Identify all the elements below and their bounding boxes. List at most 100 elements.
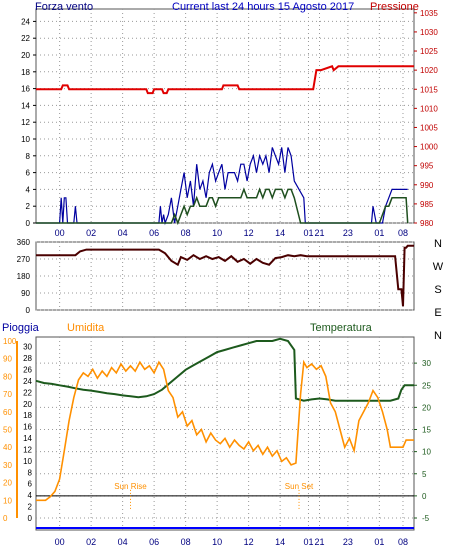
humidity-line <box>36 359 414 502</box>
temperature-label: Temperatura <box>310 322 373 334</box>
pressure-tick-label: 1025 <box>420 47 438 56</box>
humidity-tick-label: 30 <box>3 461 12 470</box>
temperature-tick-label: 15 <box>422 426 431 435</box>
humidity-tick-label: 90 <box>3 355 12 364</box>
time-tick-label: 06 <box>149 228 159 238</box>
time-tick-label: 08 <box>181 537 191 547</box>
pressure-tick-label: 985 <box>420 200 434 209</box>
temperature-tick-label: 0 <box>422 492 427 501</box>
temperature-tick-label: -5 <box>422 514 430 523</box>
rain-tick-label: 2 <box>28 503 33 512</box>
wind-speed-line <box>36 147 408 226</box>
pressure-line <box>36 65 414 95</box>
tick-labels: 0000020204040606080810101212141401012121… <box>3 9 438 547</box>
wind-tick-label: 6 <box>26 169 31 178</box>
compass-label: N <box>434 330 442 342</box>
direction-tick-label: 180 <box>17 272 31 281</box>
time-tick-label: 01 <box>303 537 313 547</box>
pressure-tick-label: 1000 <box>420 143 438 152</box>
wind-tick-label: 8 <box>26 152 31 161</box>
temperature-tick-label: 20 <box>422 403 431 412</box>
direction-tick-label: 90 <box>21 289 30 298</box>
pressure-tick-label: 990 <box>420 181 434 190</box>
temperature-line <box>35 337 414 402</box>
pressure-tick-label: 1005 <box>420 123 438 132</box>
data-series <box>35 65 414 529</box>
compass-label: N <box>434 238 442 250</box>
time-tick-label: 10 <box>212 228 222 238</box>
rain-tick-label: 0 <box>28 514 33 523</box>
time-tick-label: 04 <box>118 537 128 547</box>
time-tick-label: 21 <box>314 537 324 547</box>
wind-gust-line <box>36 187 409 226</box>
sun-annotation: Sun Set <box>285 482 314 491</box>
wind-tick-label: 22 <box>21 34 30 43</box>
humidity-label: Umidita <box>67 322 105 334</box>
wind-direction-line <box>36 244 414 307</box>
chart-title: Current last 24 hours 15 Agosto 2017 <box>172 1 354 13</box>
wind-tick-label: 14 <box>21 101 30 110</box>
temperature-tick-label: 10 <box>422 448 431 457</box>
wind-tick-label: 16 <box>21 85 30 94</box>
wind-axis-title: Forza vento <box>35 1 93 13</box>
rain-label: Pioggia <box>2 322 40 334</box>
time-tick-label: 02 <box>86 228 96 238</box>
wind-tick-label: 20 <box>21 51 30 60</box>
rain-tick-label: 24 <box>23 377 32 386</box>
time-tick-label: 08 <box>398 537 408 547</box>
time-tick-label: 14 <box>275 228 285 238</box>
humidity-tick-label: 70 <box>3 390 12 399</box>
temperature-tick-label: 30 <box>422 359 431 368</box>
panel-temp-frame <box>35 336 415 531</box>
pressure-axis-title: Pressione <box>370 1 419 13</box>
time-tick-label: 23 <box>343 228 353 238</box>
compass-label: S <box>434 284 441 296</box>
humidity-tick-label: 10 <box>3 496 12 505</box>
rain-tick-label: 10 <box>23 457 32 466</box>
compass-label: E <box>434 307 441 319</box>
time-tick-label: 23 <box>343 537 353 547</box>
panel-wind-frame <box>35 8 415 224</box>
wind-tick-label: 18 <box>21 68 30 77</box>
rain-tick-label: 12 <box>23 445 32 454</box>
time-tick-label: 21 <box>314 228 324 238</box>
time-tick-label: 01 <box>374 228 384 238</box>
time-tick-label: 00 <box>55 537 65 547</box>
pressure-tick-label: 1030 <box>420 28 438 37</box>
direction-tick-label: 0 <box>26 306 31 315</box>
wind-tick-label: 4 <box>26 185 31 194</box>
time-tick-label: 01 <box>303 228 313 238</box>
time-tick-label: 06 <box>149 537 159 547</box>
pressure-tick-label: 1010 <box>420 104 438 113</box>
rain-tick-label: 16 <box>23 423 32 432</box>
rain-tick-label: 8 <box>28 468 33 477</box>
humidity-tick-label: 40 <box>3 443 12 452</box>
pressure-tick-label: 995 <box>420 162 434 171</box>
direction-tick-label: 360 <box>17 238 31 247</box>
rain-tick-label: 28 <box>23 354 32 363</box>
temperature-tick-label: 25 <box>422 381 431 390</box>
pressure-tick-label: 1015 <box>420 85 438 94</box>
pressure-tick-label: 1020 <box>420 66 438 75</box>
time-tick-label: 08 <box>181 228 191 238</box>
wind-tick-label: 12 <box>21 118 30 127</box>
rain-tick-label: 26 <box>23 366 32 375</box>
humidity-tick-label: 60 <box>3 408 12 417</box>
pressure-tick-label: 1035 <box>420 9 438 18</box>
time-tick-label: 02 <box>86 537 96 547</box>
humidity-tick-label: 80 <box>3 372 12 381</box>
wind-tick-label: 24 <box>21 17 30 26</box>
rain-tick-label: 30 <box>23 343 32 352</box>
temperature-tick-label: 5 <box>422 470 427 479</box>
rain-tick-label: 6 <box>28 480 33 489</box>
wind-tick-label: 10 <box>21 135 30 144</box>
time-tick-label: 00 <box>55 228 65 238</box>
time-tick-label: 08 <box>398 228 408 238</box>
time-tick-label: 12 <box>244 537 254 547</box>
humidity-tick-label: 0 <box>3 514 8 523</box>
time-tick-label: 01 <box>374 537 384 547</box>
grid-lines <box>16 9 417 530</box>
time-tick-label: 12 <box>244 228 254 238</box>
compass-label: W <box>433 261 444 273</box>
sun-annotation: Sun Rise <box>114 482 147 491</box>
